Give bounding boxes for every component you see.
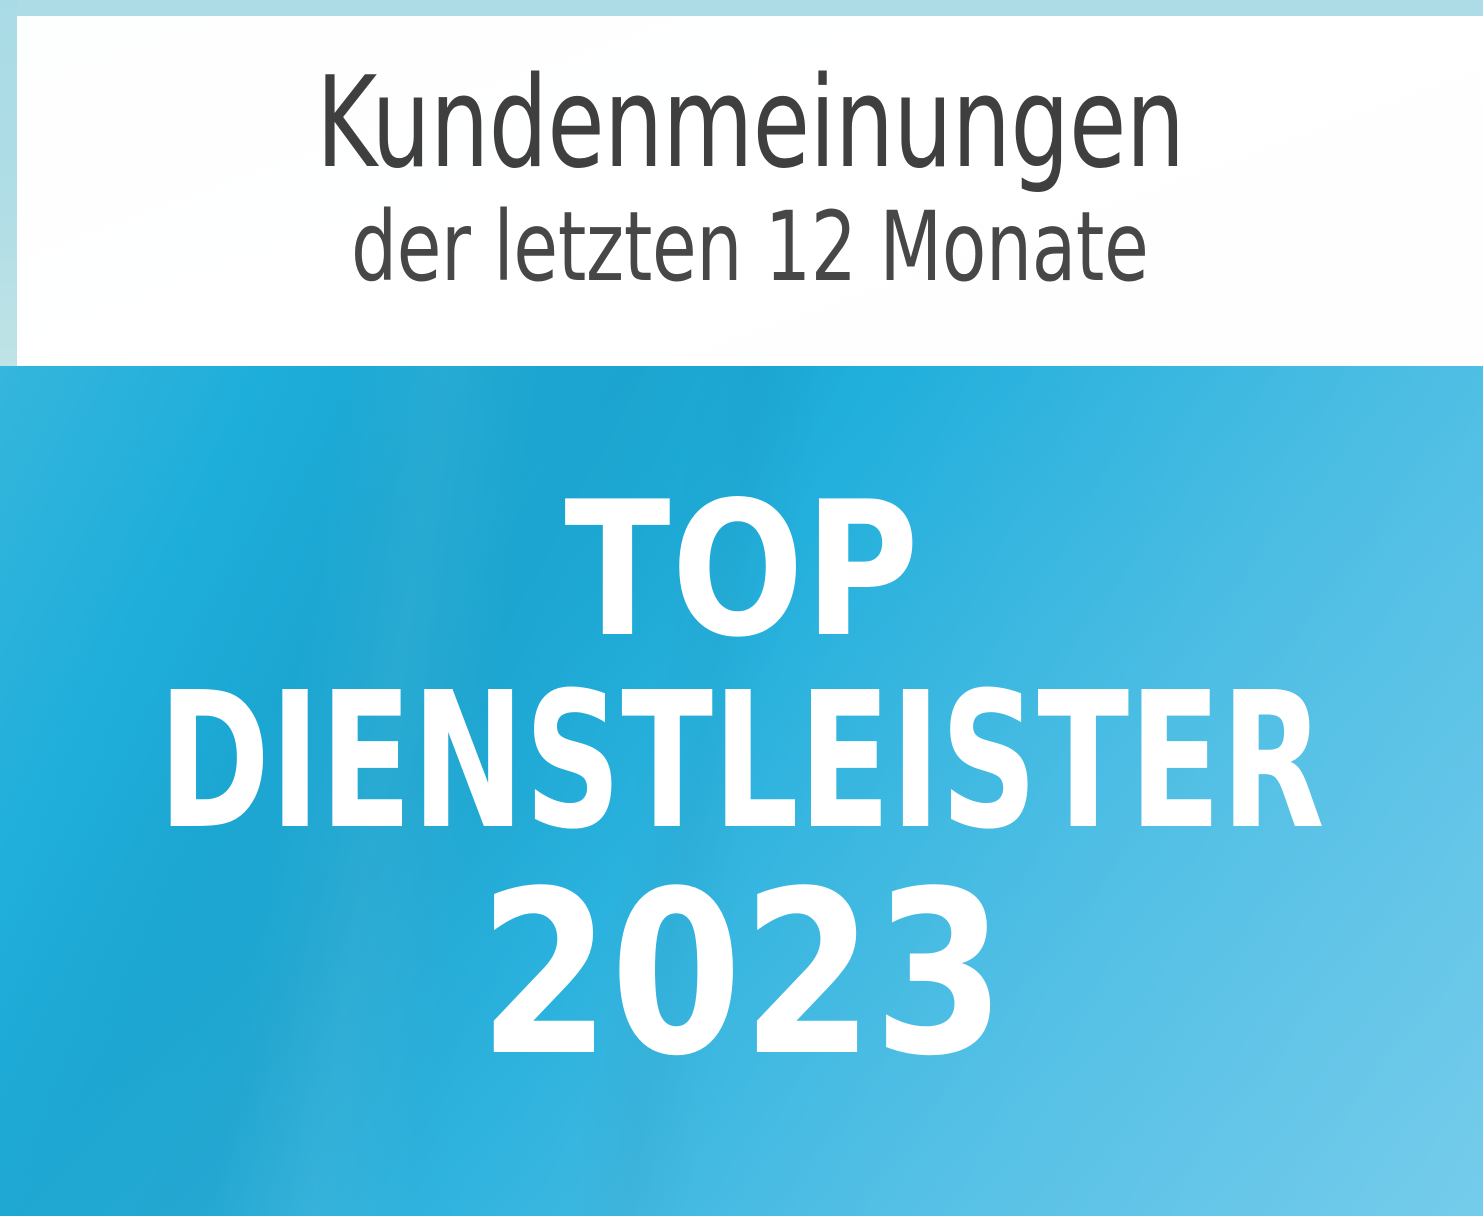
header-panel: Kundenmeinungen der letzten 12 Monate: [17, 16, 1483, 366]
award-label-main: DIENSTLEISTER: [158, 652, 1325, 872]
header-title-primary: Kundenmeinungen: [315, 49, 1185, 196]
award-content: TOP DIENSTLEISTER 2023: [0, 366, 1483, 1216]
award-panel: TOP DIENSTLEISTER 2023: [0, 366, 1483, 1216]
header-title-secondary: der letzten 12 Monate: [351, 190, 1149, 303]
award-label-top: TOP: [563, 461, 920, 678]
award-year: 2023: [478, 842, 1005, 1106]
frame-top-border: [0, 0, 1483, 16]
frame-left-border: [0, 0, 17, 366]
